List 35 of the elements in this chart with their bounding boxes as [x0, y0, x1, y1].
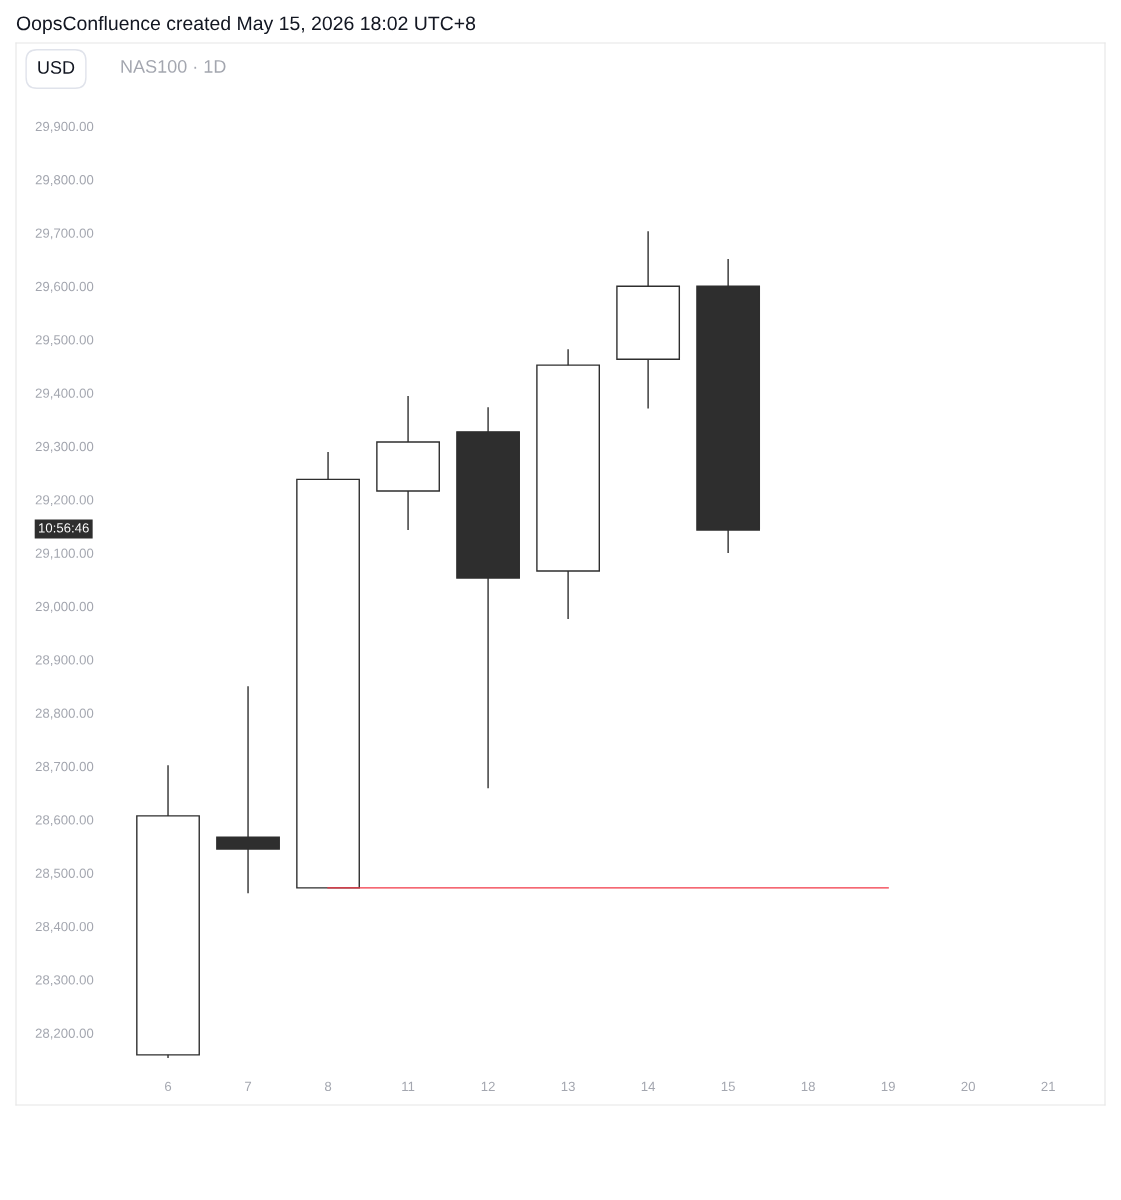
y-tick-label: 29,900.00 — [35, 121, 94, 133]
x-tick-label: 14 — [641, 1081, 656, 1091]
x-tick-label: 19 — [881, 1081, 895, 1092]
y-tick-label: 29,100.00 — [35, 548, 94, 560]
x-tick-label: 15 — [721, 1081, 735, 1092]
text: USD — [38, 61, 75, 74]
candlestick — [216, 685, 280, 894]
text: NAS100 · 1D — [121, 60, 226, 73]
y-tick-label: 28,400.00 — [35, 921, 94, 933]
y-tick-label: 29,400.00 — [35, 388, 94, 400]
y-tick-label: 29,600.00 — [35, 281, 94, 293]
y-tick-label: 28,800.00 — [35, 708, 94, 720]
y-tick-label: 28,500.00 — [35, 868, 94, 880]
x-tick-label: 7 — [245, 1081, 252, 1091]
x-tick-label: 18 — [801, 1081, 815, 1092]
x-tick-label: 6 — [165, 1081, 172, 1092]
y-tick-label: 29,800.00 — [35, 175, 94, 187]
x-tick-label: 12 — [481, 1081, 495, 1091]
y-tick-label: 29,200.00 — [35, 495, 94, 507]
y-tick-label: 29,500.00 — [35, 335, 94, 347]
y-tick-label: 29,000.00 — [35, 601, 94, 613]
y-tick-label: 28,900.00 — [35, 655, 94, 667]
text: 10:56:46 — [39, 523, 89, 533]
x-tick-label: 11 — [402, 1081, 415, 1091]
y-tick-label: 28,700.00 — [35, 761, 94, 773]
x-tick-label: 13 — [561, 1081, 575, 1092]
y-tick-label: 29,300.00 — [35, 441, 94, 453]
y-tick-label: 29,700.00 — [35, 228, 94, 240]
x-tick-label: 21 — [1041, 1081, 1055, 1091]
y-tick-label: 28,300.00 — [35, 975, 94, 987]
y-tick-label: 28,200.00 — [35, 1028, 94, 1040]
x-tick-label: 20 — [961, 1081, 975, 1092]
x-tick-label: 8 — [324, 1081, 332, 1092]
chart-title: OopsConfluence created May 15, 2026 18:02 UTC+8 — [16, 15, 476, 35]
y-tick-label: 28,600.00 — [35, 815, 94, 827]
